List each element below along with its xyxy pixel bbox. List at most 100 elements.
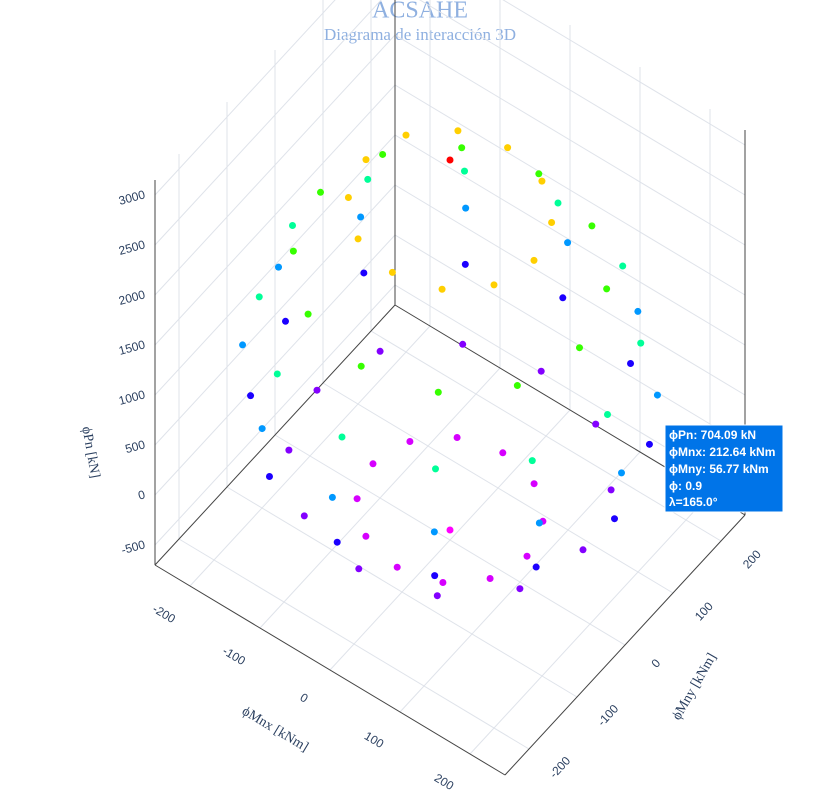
point [535, 170, 543, 178]
hover-label: ϕPn: 704.09 kN ϕMnx: 212.64 kNm ϕMny: 56… [664, 424, 784, 513]
point [619, 262, 627, 270]
point [490, 281, 498, 289]
point [548, 218, 556, 226]
z-tick-label: 2500 [117, 237, 147, 258]
point [247, 392, 255, 400]
point [357, 362, 365, 370]
point [300, 512, 308, 520]
grid-line [154, 234, 746, 496]
point [458, 144, 466, 152]
point [431, 572, 439, 580]
point [637, 339, 645, 347]
point [328, 493, 336, 501]
point [528, 457, 536, 465]
y-tick-label: 0 [648, 656, 663, 671]
y-axis-title: ϕMny [kNm] [670, 651, 720, 723]
grid-line [154, 0, 746, 246]
point [364, 175, 372, 183]
point [611, 515, 618, 523]
grid-line [370, 330, 722, 542]
point [634, 307, 642, 315]
chart-subtitle: Diagrama de interacción 3D [324, 25, 516, 44]
point [564, 239, 572, 247]
point [459, 340, 467, 348]
point [532, 563, 540, 571]
axis-line [154, 304, 396, 566]
point [289, 247, 297, 255]
x-tick-label: 100 [362, 729, 387, 751]
point [285, 446, 293, 454]
point [393, 563, 401, 571]
y-tick-label: 200 [740, 547, 764, 571]
point [239, 341, 247, 349]
point [354, 235, 362, 243]
z-tick-label: 500 [124, 437, 147, 456]
z-tick-label: 1000 [117, 387, 147, 408]
x-tick-label: 0 [298, 690, 311, 706]
point [653, 391, 661, 399]
point [579, 546, 587, 554]
z-tick-label: 0 [137, 487, 147, 502]
point [446, 526, 454, 534]
point [607, 486, 615, 494]
point [462, 204, 470, 212]
x-tick-label: 200 [432, 771, 457, 793]
hover-text: ϕMnx: 212.64 kNm [669, 445, 775, 459]
grid-line [154, 284, 746, 546]
point [313, 386, 321, 394]
z-tick-label: 3000 [117, 187, 147, 208]
grid-line [274, 434, 626, 646]
y-tick-label: -200 [547, 754, 574, 781]
z-tick-label: 2000 [117, 287, 147, 308]
point [454, 127, 462, 135]
point [353, 495, 361, 503]
point [360, 269, 368, 277]
grid-line [154, 184, 746, 446]
hover-text: ϕMny: 56.77 kNm [669, 462, 769, 476]
point [434, 388, 442, 396]
grid-line [322, 382, 674, 594]
point [275, 263, 282, 271]
point [538, 177, 546, 185]
point [516, 585, 524, 593]
point [461, 167, 468, 175]
point [604, 411, 611, 418]
point [504, 144, 512, 152]
grid-line [154, 0, 746, 196]
point [379, 150, 387, 158]
point [588, 222, 596, 230]
x-tick-label: -200 [150, 602, 178, 627]
axis-line [154, 564, 506, 776]
hover-text: λ=165.0° [669, 495, 718, 509]
point [645, 440, 653, 448]
point [289, 222, 296, 229]
grid-line [154, 84, 746, 346]
point [446, 156, 454, 164]
y-tick-label: 100 [692, 599, 716, 623]
point [273, 370, 281, 378]
z-tick-label: 1500 [117, 337, 147, 358]
point [282, 317, 289, 325]
point [402, 131, 410, 139]
x-tick-label: -100 [220, 644, 248, 669]
point [406, 438, 414, 445]
grid-line [154, 134, 746, 396]
point [453, 434, 461, 441]
point [433, 592, 441, 600]
grid-line [154, 34, 746, 296]
point [369, 460, 377, 468]
point [486, 575, 494, 582]
point [513, 382, 521, 390]
z-axis-title: ϕPn [kN] [78, 425, 102, 479]
hover-text: ϕPn: 704.09 kN [669, 428, 756, 442]
point [461, 260, 469, 268]
point [618, 469, 625, 477]
y-tick-label: -100 [595, 702, 622, 729]
point [344, 194, 352, 202]
point [357, 213, 365, 221]
point [430, 528, 438, 536]
point [530, 480, 538, 488]
point [535, 519, 543, 527]
point [255, 293, 263, 301]
